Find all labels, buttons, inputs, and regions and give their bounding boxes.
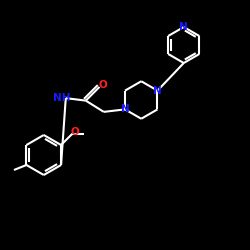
Text: N: N — [153, 86, 162, 96]
Text: NH: NH — [52, 92, 70, 102]
Text: O: O — [70, 127, 79, 137]
Text: N: N — [121, 104, 130, 115]
Text: O: O — [98, 80, 107, 90]
Text: N: N — [180, 22, 188, 32]
